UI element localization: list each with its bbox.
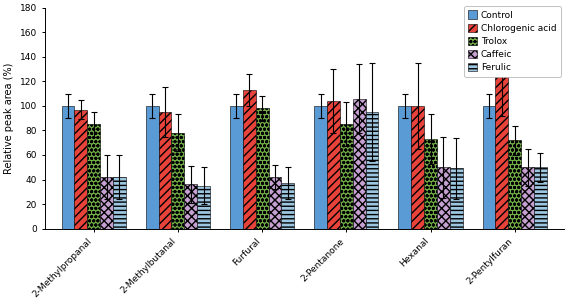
Bar bbox=[450, 168, 463, 229]
Bar bbox=[437, 167, 450, 229]
Bar bbox=[87, 124, 100, 229]
Bar bbox=[243, 90, 256, 229]
Bar bbox=[521, 167, 534, 229]
Bar bbox=[61, 106, 74, 229]
Bar bbox=[281, 183, 294, 229]
Bar bbox=[483, 106, 495, 229]
Bar bbox=[353, 98, 366, 229]
Bar bbox=[327, 101, 340, 229]
Bar bbox=[113, 177, 126, 229]
Bar bbox=[424, 139, 437, 229]
Bar bbox=[256, 108, 269, 229]
Bar bbox=[495, 75, 508, 229]
Bar bbox=[100, 177, 113, 229]
Bar bbox=[508, 140, 521, 229]
Bar bbox=[411, 106, 424, 229]
Bar bbox=[74, 110, 87, 229]
Bar bbox=[314, 106, 327, 229]
Bar bbox=[340, 124, 353, 229]
Bar bbox=[172, 133, 185, 229]
Bar bbox=[185, 185, 197, 229]
Bar bbox=[230, 106, 243, 229]
Bar bbox=[398, 106, 411, 229]
Bar bbox=[534, 167, 547, 229]
Bar bbox=[197, 186, 210, 229]
Bar bbox=[158, 112, 172, 229]
Y-axis label: Relative peak area (%): Relative peak area (%) bbox=[4, 62, 14, 174]
Legend: Control, Chlorogenic acid, Trolox, Caffeic, Ferulic: Control, Chlorogenic acid, Trolox, Caffe… bbox=[464, 6, 561, 77]
Bar bbox=[146, 106, 158, 229]
Bar bbox=[269, 177, 281, 229]
Bar bbox=[366, 112, 378, 229]
